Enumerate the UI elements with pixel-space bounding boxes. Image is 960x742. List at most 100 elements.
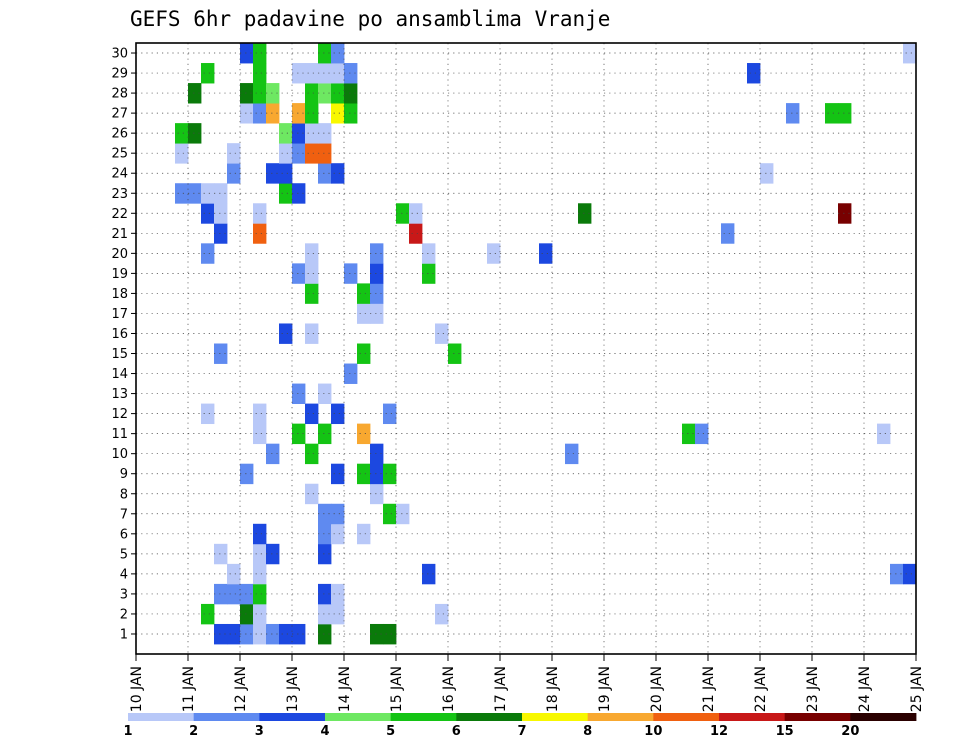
- colorbar-swatch: [522, 713, 589, 721]
- heatmap-cell: [344, 363, 358, 384]
- y-tick-label: 20: [111, 247, 128, 262]
- heatmap-cell: [253, 623, 267, 645]
- heatmap-cell: [331, 523, 345, 545]
- x-tick-label: 20 JAN: [649, 666, 665, 712]
- heatmap-cell: [266, 443, 280, 465]
- y-tick-label: 3: [120, 587, 128, 602]
- heatmap-cell: [253, 583, 267, 605]
- heatmap-cell: [214, 203, 228, 224]
- heatmap-cell: [370, 483, 384, 505]
- heatmap-cell: [448, 343, 462, 364]
- heatmap-cell: [227, 143, 241, 164]
- heatmap-cell: [357, 303, 371, 324]
- heatmap-cell: [279, 623, 293, 645]
- heatmap-cell: [253, 563, 267, 585]
- y-tick-label: 8: [120, 487, 128, 502]
- heatmap-cell: [188, 83, 202, 104]
- colorbar-swatch: [456, 713, 523, 721]
- heatmap-cell: [188, 183, 202, 204]
- y-tick-label: 17: [111, 307, 128, 322]
- x-tick-label: 18 JAN: [545, 666, 561, 712]
- heatmap-cells: [175, 43, 917, 645]
- heatmap-cell: [175, 123, 189, 144]
- y-tick-label: 1: [120, 627, 128, 642]
- y-tick-label: 4: [120, 567, 128, 582]
- heatmap-cell: [227, 623, 241, 645]
- heatmap-cell: [292, 423, 306, 445]
- heatmap-cell: [903, 43, 917, 64]
- heatmap-cell: [344, 263, 358, 284]
- x-tick-label: 22 JAN: [753, 666, 769, 712]
- heatmap-cell: [292, 143, 306, 164]
- heatmap-cell: [305, 323, 319, 344]
- heatmap-cell: [383, 403, 397, 425]
- y-tick-label: 24: [111, 167, 128, 182]
- heatmap-cell: [786, 103, 800, 124]
- heatmap-cell: [305, 103, 319, 124]
- heatmap-cell: [253, 223, 267, 244]
- heatmap-cell: [305, 243, 319, 264]
- x-tick-label: 24 JAN: [857, 666, 873, 712]
- heatmap-cell: [331, 603, 345, 625]
- chart-title: GEFS 6hr padavine po ansamblima Vranje: [130, 7, 610, 31]
- heatmap-cell: [435, 323, 449, 344]
- y-tick-label: 9: [120, 467, 128, 482]
- heatmap-cell: [422, 263, 436, 284]
- x-tick-label: 15 JAN: [389, 666, 405, 712]
- x-tick-label: 25 JAN: [909, 666, 925, 712]
- y-tick-label: 28: [111, 87, 128, 102]
- heatmap-cell: [331, 403, 345, 425]
- heatmap-cell: [682, 423, 696, 445]
- heatmap-cell: [825, 103, 839, 124]
- colorbar-level-label: 15: [776, 724, 794, 739]
- colorbar-level-label: 20: [841, 724, 859, 739]
- heatmap-cell: [578, 203, 592, 224]
- heatmap-cell: [370, 463, 384, 485]
- heatmap-cell: [409, 203, 423, 224]
- heatmap-cell: [565, 443, 579, 465]
- x-tick-label: 13 JAN: [285, 666, 301, 712]
- heatmap-cell: [344, 103, 358, 124]
- heatmap-cell: [383, 503, 397, 525]
- y-tick-label: 18: [111, 287, 128, 302]
- heatmap-cell: [370, 623, 384, 645]
- grid-lines: [136, 43, 916, 654]
- heatmap-cell: [357, 463, 371, 485]
- colorbar-level-label: 8: [583, 724, 592, 739]
- heatmap-cell: [370, 243, 384, 264]
- heatmap-cell: [305, 263, 319, 284]
- heatmap-cell: [370, 283, 384, 304]
- colorbar-swatch: [719, 713, 786, 721]
- heatmap-cell: [331, 583, 345, 605]
- colorbar-swatch: [390, 713, 457, 721]
- heatmap-cell: [318, 583, 332, 605]
- heatmap-cell: [253, 603, 267, 625]
- heatmap-cell: [318, 123, 332, 144]
- heatmap-cell: [227, 563, 241, 585]
- heatmap-cell: [240, 623, 254, 645]
- y-axis: 1234567891011121314151617181920212223242…: [111, 47, 136, 642]
- y-tick-label: 12: [111, 407, 128, 422]
- colorbar-level-label: 4: [320, 724, 329, 739]
- heatmap-cell: [305, 443, 319, 465]
- heatmap-cell: [201, 63, 215, 84]
- colorbar-legend: 1 2 3 4 5 6 7 8 10 12 15 20: [123, 713, 917, 739]
- heatmap-cell: [357, 423, 371, 445]
- heatmap-cell: [240, 43, 254, 64]
- heatmap-cell: [292, 63, 306, 84]
- heatmap-cell: [253, 63, 267, 84]
- heatmap-cell: [487, 243, 501, 264]
- heatmap-cell: [318, 603, 332, 625]
- heatmap-cell: [214, 223, 228, 244]
- heatmap-cell: [370, 303, 384, 324]
- heatmap-cell: [383, 623, 397, 645]
- heatmap-cell: [331, 43, 345, 64]
- heatmap-cell: [305, 283, 319, 304]
- heatmap-cell: [214, 183, 228, 204]
- heatmap-cell: [292, 263, 306, 284]
- heatmap-cell: [318, 143, 332, 164]
- y-tick-label: 26: [111, 127, 128, 142]
- x-tick-label: 10 JAN: [129, 666, 145, 712]
- colorbar-level-label: 3: [255, 724, 264, 739]
- heatmap-cell: [201, 603, 215, 625]
